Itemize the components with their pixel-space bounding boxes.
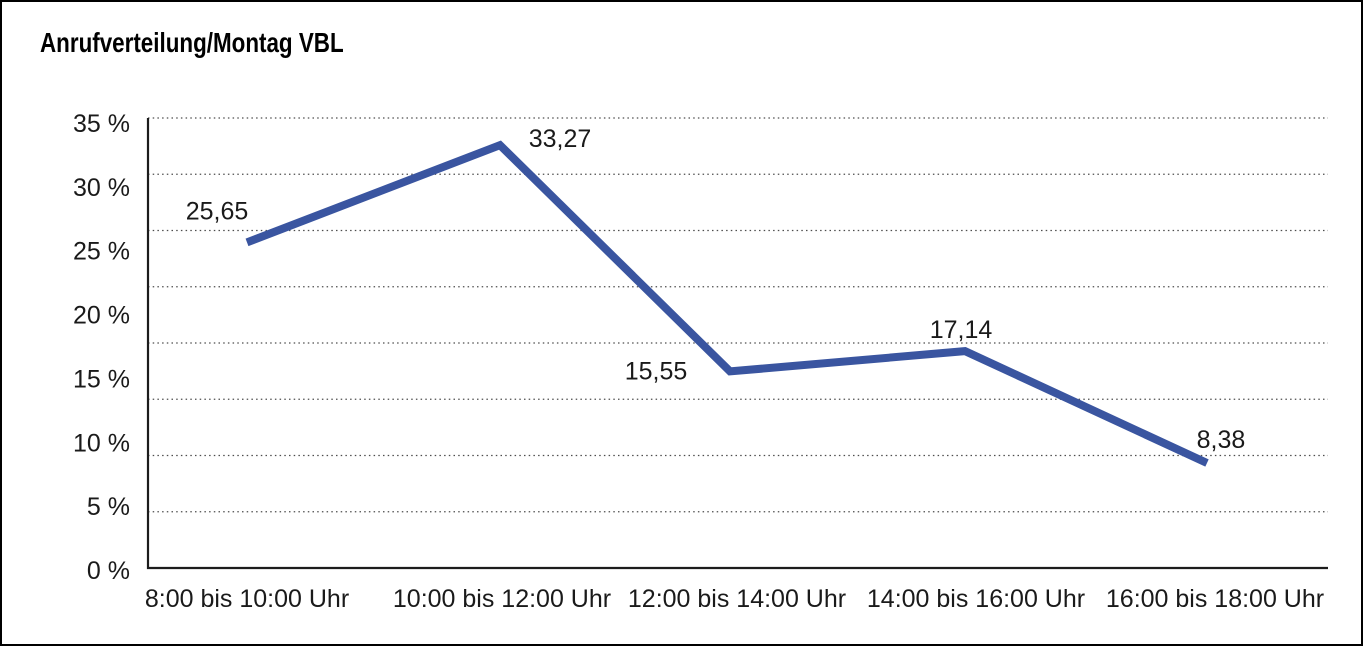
x-tick-label: 16:00 bis 18:00 Uhr xyxy=(1106,585,1324,613)
y-tick-label: 20 % xyxy=(73,302,130,330)
data-point-label: 17,14 xyxy=(930,316,993,344)
data-point-labels: 25,65 33,27 15,55 17,14 8,38 xyxy=(186,125,1246,454)
y-tick-label: 5 % xyxy=(87,493,130,521)
y-tick-label: 30 % xyxy=(73,174,130,202)
y-axis-labels: 35 % 30 % 25 % 20 % 15 % 10 % 5 % 0 % xyxy=(73,110,130,585)
data-point-label: 8,38 xyxy=(1197,426,1246,454)
x-axis-labels: 8:00 bis 10:00 Uhr 10:00 bis 12:00 Uhr 12:… xyxy=(145,585,1324,613)
data-point-label: 15,55 xyxy=(625,357,688,385)
y-tick-label: 0 % xyxy=(87,557,130,585)
data-point-label: 25,65 xyxy=(186,197,249,225)
x-tick-label: 10:00 bis 12:00 Uhr xyxy=(393,585,611,613)
y-tick-label: 25 % xyxy=(73,238,130,266)
x-tick-label: 14:00 bis 16:00 Uhr xyxy=(867,585,1085,613)
axes xyxy=(146,118,1328,570)
y-tick-label: 15 % xyxy=(73,365,130,393)
chart-title: Anrufverteilung/Montag VBL xyxy=(40,27,344,58)
x-tick-label: 8:00 bis 10:00 Uhr xyxy=(145,585,349,613)
gridlines xyxy=(148,117,1328,513)
data-series-line xyxy=(245,140,1209,467)
data-point-label: 33,27 xyxy=(529,125,592,153)
y-tick-label: 35 % xyxy=(73,110,130,138)
y-tick-label: 10 % xyxy=(73,429,130,457)
x-tick-label: 12:00 bis 14:00 Uhr xyxy=(628,585,846,613)
